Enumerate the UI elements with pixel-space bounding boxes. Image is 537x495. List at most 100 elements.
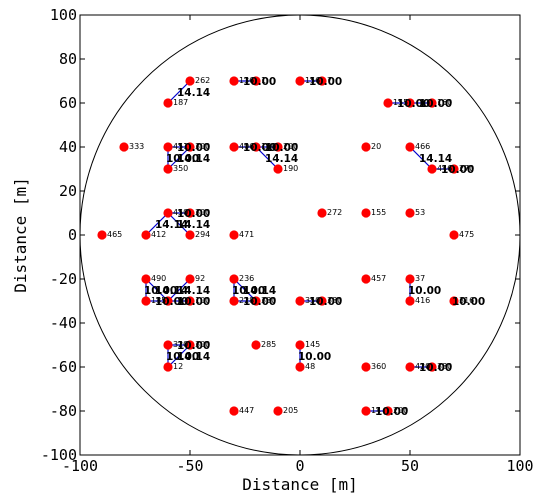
link-distance-label: 10.00 <box>243 76 276 88</box>
link-distance-label: 10.00 <box>166 153 199 165</box>
data-point <box>427 98 437 108</box>
point-label: 53 <box>415 208 425 217</box>
data-point <box>295 296 305 306</box>
link-distance-label: 10.00 <box>144 285 177 297</box>
data-point <box>229 274 239 284</box>
link-distance-label: 10.00 <box>232 285 265 297</box>
data-point <box>405 274 415 284</box>
data-point <box>427 362 437 372</box>
x-tick-label: -50 <box>176 457 203 475</box>
link-line <box>145 212 169 236</box>
data-point <box>427 164 437 174</box>
x-axis-label: Distance [m] <box>242 475 358 494</box>
point-label: 156 <box>305 76 320 85</box>
point-label: 100 <box>195 296 210 305</box>
point-label: 380 <box>261 296 276 305</box>
data-point <box>317 296 327 306</box>
data-point <box>251 76 261 86</box>
link-distance-label: 10.00 <box>408 285 441 297</box>
data-point <box>295 362 305 372</box>
point-label: 12 <box>173 362 183 371</box>
data-point <box>141 274 151 284</box>
data-point <box>163 98 173 108</box>
point-label: 155 <box>371 208 386 217</box>
link-distance-label: 10.00 <box>177 142 210 154</box>
point-label: 300 <box>195 208 210 217</box>
data-point <box>295 76 305 86</box>
x-tick-label: -100 <box>62 457 98 475</box>
link-distance-label: 14.14 <box>177 153 210 165</box>
y-tick-label: 0 <box>68 226 77 244</box>
link-distance-label: 10.00 <box>419 98 452 110</box>
data-point <box>405 296 415 306</box>
point-label: 380 <box>327 296 342 305</box>
point-label: 416 <box>415 296 430 305</box>
point-label: 457 <box>371 274 386 283</box>
data-point <box>141 230 151 240</box>
data-point <box>251 142 261 152</box>
point-label: 412 <box>151 230 166 239</box>
point-label: 14 <box>371 406 381 415</box>
point-label: 262 <box>195 76 210 85</box>
point-label: 200 <box>393 406 408 415</box>
point-label: 490 <box>151 274 166 283</box>
y-tick-label: 80 <box>59 50 77 68</box>
data-point <box>163 142 173 152</box>
link-distance-label: 14.14 <box>243 285 276 297</box>
point-label: 451 <box>173 142 188 151</box>
link-distance-label: 10.00 <box>397 98 430 110</box>
data-point <box>383 98 393 108</box>
point-label: 475 <box>459 230 474 239</box>
link-line <box>167 278 191 302</box>
data-point <box>229 406 239 416</box>
link-distance-label: 10.00 <box>265 142 298 154</box>
y-tick-label: 40 <box>59 138 77 156</box>
point-label: 185 <box>151 296 166 305</box>
point-label: 20 <box>371 142 381 151</box>
point-label: 37 <box>415 274 425 283</box>
link-line <box>167 146 191 170</box>
point-label: 285 <box>261 340 276 349</box>
data-point <box>273 164 283 174</box>
point-label: 471 <box>239 230 254 239</box>
point-label: 300 <box>195 142 210 151</box>
y-tick-label: 20 <box>59 182 77 200</box>
data-point <box>229 296 239 306</box>
data-point <box>251 296 261 306</box>
point-label: 350 <box>305 296 320 305</box>
link-line <box>167 80 191 104</box>
point-label: 145 <box>305 340 320 349</box>
link-distance-label: 10.00 <box>155 296 188 308</box>
link-line <box>167 344 191 368</box>
y-tick-label: -80 <box>50 402 77 420</box>
data-point <box>361 274 371 284</box>
data-point <box>405 142 415 152</box>
link-distance-label: 10.00 <box>166 351 199 363</box>
y-axis-label: Distance [m] <box>11 177 30 293</box>
x-tick-label: 0 <box>295 457 304 475</box>
point-label: 205 <box>283 406 298 415</box>
link-distance-label: 10.00 <box>177 208 210 220</box>
data-point <box>273 142 283 152</box>
data-point <box>185 274 195 284</box>
data-point <box>163 164 173 174</box>
link-distance-label: 10.00 <box>309 296 342 308</box>
data-point <box>163 296 173 306</box>
point-label: 190 <box>283 164 298 173</box>
point-label: 420 <box>415 362 430 371</box>
link-distance-label: 10.00 <box>177 296 210 308</box>
point-label: 160 <box>261 142 276 151</box>
data-point <box>317 208 327 218</box>
point-label: 272 <box>327 208 342 217</box>
point-label: 446 <box>437 164 452 173</box>
link-line <box>255 146 279 170</box>
data-point <box>119 142 129 152</box>
point-label: 300 <box>195 340 210 349</box>
point-label: 380 <box>437 362 452 371</box>
link-distance-label: 14.14 <box>177 87 210 99</box>
data-point <box>229 142 239 152</box>
data-point <box>273 406 283 416</box>
data-point <box>405 98 415 108</box>
point-label: 360 <box>371 362 386 371</box>
y-tick-label: -20 <box>50 270 77 288</box>
